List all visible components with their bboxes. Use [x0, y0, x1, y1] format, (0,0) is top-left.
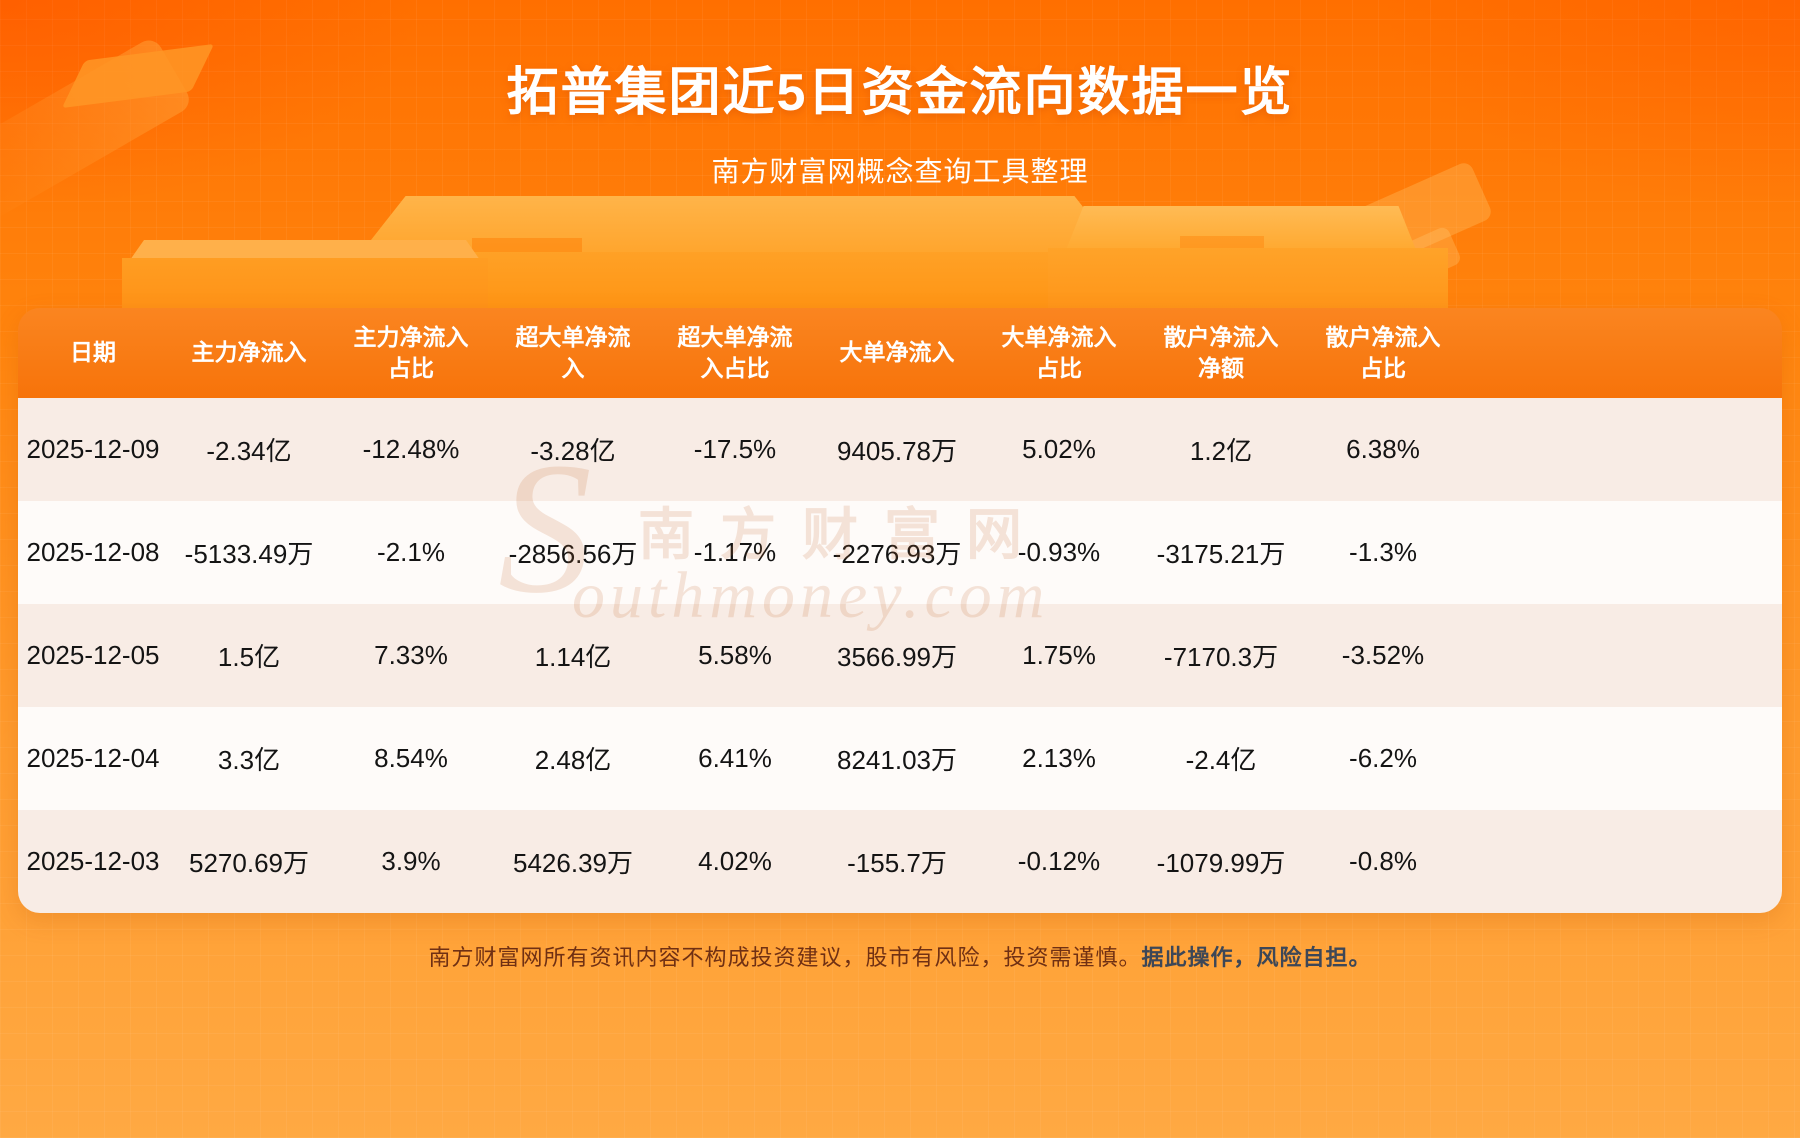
podium-decoration — [472, 238, 582, 260]
column-header-label: 大单净流入占比 — [1001, 323, 1117, 381]
disclaimer: 南方财富网所有资讯内容不构成投资建议，股市有风险，投资需谨慎。据此操作，风险自担… — [0, 940, 1800, 972]
value-cell: 5426.39万 — [513, 848, 633, 878]
value-cell: 5270.69万 — [189, 848, 309, 878]
value-cell: -0.8% — [1349, 846, 1417, 876]
podium-decoration — [360, 196, 1120, 254]
value-cell: 1.75% — [1022, 640, 1096, 670]
value-cell: -3175.21万 — [1156, 539, 1286, 569]
value-cell: -7170.3万 — [1163, 642, 1279, 672]
podium-decoration — [336, 252, 1146, 312]
table-body: 2025-12-09 -2.34亿 -12.48% -3.28亿 -17.5% 9405.… — [18, 398, 1782, 913]
column-header-retail-net-inflow: 散户净流入净额 — [1140, 322, 1302, 384]
column-header-xl-order-net-inflow-ratio: 超大单净流入占比 — [654, 322, 816, 384]
column-header-main-net-inflow-ratio: 主力净流入占比 — [330, 322, 492, 384]
value-cell: 7.33% — [374, 640, 448, 670]
value-cell: 3.9% — [381, 846, 441, 876]
podium-decoration — [122, 258, 488, 312]
date-cell: 2025-12-03 — [26, 846, 160, 876]
column-header-date: 日期 — [18, 337, 168, 368]
column-header-label: 日期 — [70, 339, 116, 366]
fund-flow-table: 日期 主力净流入 主力净流入占比 超大单净流入 超大单净流入占比 大单净流入 大… — [18, 308, 1782, 913]
value-cell: 9405.78万 — [837, 436, 957, 466]
value-cell: 8241.03万 — [837, 745, 957, 775]
table-header-row: 日期 主力净流入 主力净流入占比 超大单净流入 超大单净流入占比 大单净流入 大… — [18, 308, 1782, 398]
value-cell: -2.34亿 — [206, 436, 292, 466]
page-subtitle: 南方财富网概念查询工具整理 — [711, 156, 1089, 187]
table-row: 2025-12-05 1.5亿 7.33% 1.14亿 5.58% 3566.99万 1.7… — [18, 604, 1782, 707]
value-cell: -5133.49万 — [184, 539, 314, 569]
column-header-label: 大单净流入 — [839, 339, 955, 366]
value-cell: -1.17% — [693, 537, 777, 567]
value-cell: 1.2亿 — [1189, 436, 1253, 466]
column-header-large-order-net-inflow-ratio: 大单净流入占比 — [978, 322, 1140, 384]
column-header-label: 超大单净流入占比 — [677, 323, 793, 381]
value-cell: -2.1% — [377, 537, 445, 567]
value-cell: -1.3% — [1349, 537, 1417, 567]
value-cell: 1.14亿 — [534, 642, 612, 672]
value-cell: -3.28亿 — [530, 436, 616, 466]
podium-decoration — [1048, 248, 1448, 312]
value-cell: 3566.99万 — [837, 642, 957, 672]
table-row: 2025-12-09 -2.34亿 -12.48% -3.28亿 -17.5% 9405.… — [18, 398, 1782, 501]
date-cell: 2025-12-09 — [26, 434, 160, 464]
value-cell: 8.54% — [374, 743, 448, 773]
value-cell: -2.4亿 — [1185, 745, 1257, 775]
value-cell: -2276.93万 — [832, 539, 962, 569]
value-cell: 5.58% — [698, 640, 772, 670]
value-cell: 2.13% — [1022, 743, 1096, 773]
value-cell: -0.93% — [1017, 537, 1101, 567]
disclaimer-main: 南方财富网所有资讯内容不构成投资建议，股市有风险，投资需谨慎。 — [428, 945, 1142, 970]
podium-decoration — [130, 240, 480, 260]
column-header-main-net-inflow: 主力净流入 — [168, 337, 330, 368]
table-row: 2025-12-08 -5133.49万 -2.1% -2856.56万 -1.17% -… — [18, 501, 1782, 604]
date-cell: 2025-12-08 — [26, 537, 160, 567]
value-cell: 1.5亿 — [217, 642, 281, 672]
value-cell: -2856.56万 — [508, 539, 638, 569]
column-header-retail-net-inflow-ratio: 散户净流入占比 — [1302, 322, 1464, 384]
value-cell: -3.52% — [1341, 640, 1425, 670]
column-header-large-order-net-inflow: 大单净流入 — [816, 337, 978, 368]
disclaimer-emphasis: 据此操作，风险自担。 — [1141, 945, 1372, 970]
value-cell: 2.48亿 — [534, 745, 612, 775]
column-header-label: 超大单净流入 — [515, 323, 631, 381]
value-cell: 3.3亿 — [217, 745, 281, 775]
date-cell: 2025-12-05 — [26, 640, 160, 670]
value-cell: 6.41% — [698, 743, 772, 773]
table-row: 2025-12-03 5270.69万 3.9% 5426.39万 4.02% -155.… — [18, 810, 1782, 913]
value-cell: 6.38% — [1346, 434, 1420, 464]
column-header-label: 主力净流入占比 — [353, 323, 469, 381]
value-cell: -0.12% — [1017, 846, 1101, 876]
value-cell: 4.02% — [698, 846, 772, 876]
value-cell: 5.02% — [1022, 434, 1096, 464]
table-row: 2025-12-04 3.3亿 8.54% 2.48亿 6.41% 8241.03万 2.1… — [18, 707, 1782, 810]
value-cell: -6.2% — [1349, 743, 1417, 773]
value-cell: -1079.99万 — [1156, 848, 1286, 878]
podium-decoration — [1066, 206, 1416, 250]
value-cell: -155.7万 — [847, 848, 947, 878]
decorative-streak — [1327, 225, 1463, 315]
value-cell: -17.5% — [693, 434, 777, 464]
page-title: 拓普集团近5日资金流向数据一览 — [506, 64, 1294, 122]
column-header-label: 主力净流入 — [191, 339, 307, 366]
value-cell: -12.48% — [362, 434, 460, 464]
column-header-label: 散户净流入净额 — [1163, 323, 1279, 381]
date-cell: 2025-12-04 — [26, 743, 160, 773]
podium-decoration — [1180, 236, 1264, 254]
column-header-xl-order-net-inflow: 超大单净流入 — [492, 322, 654, 384]
column-header-label: 散户净流入占比 — [1325, 323, 1441, 381]
